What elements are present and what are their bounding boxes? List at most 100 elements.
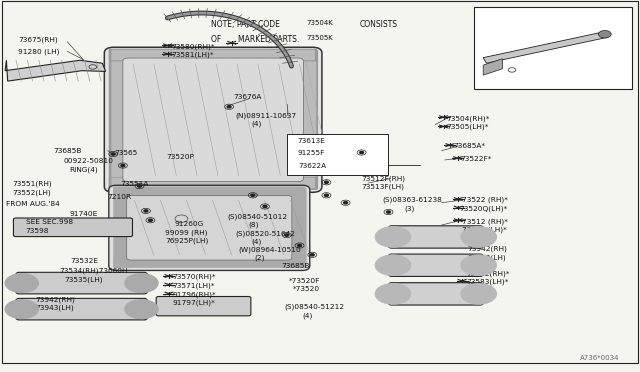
Text: 73532E: 73532E xyxy=(70,258,99,264)
Text: *73520: *73520 xyxy=(293,286,320,292)
FancyBboxPatch shape xyxy=(298,51,316,188)
Circle shape xyxy=(124,299,159,319)
Text: (3): (3) xyxy=(404,205,415,212)
Text: (S)08363-61238: (S)08363-61238 xyxy=(383,197,443,203)
FancyBboxPatch shape xyxy=(109,177,317,190)
Circle shape xyxy=(263,205,267,208)
Text: 73504K: 73504K xyxy=(306,20,333,26)
Text: 73522F*: 73522F* xyxy=(461,156,492,162)
Circle shape xyxy=(375,255,411,276)
Polygon shape xyxy=(483,32,608,63)
Circle shape xyxy=(461,255,497,276)
Text: 73685B: 73685B xyxy=(282,263,310,269)
FancyBboxPatch shape xyxy=(127,196,292,260)
Text: (W)08964-10510: (W)08964-10510 xyxy=(239,247,301,253)
Text: 73622A: 73622A xyxy=(299,163,327,169)
FancyBboxPatch shape xyxy=(123,58,303,182)
Text: 91255F: 91255F xyxy=(298,150,325,155)
Bar xyxy=(474,7,632,89)
Text: 73571(LH)*: 73571(LH)* xyxy=(173,282,215,289)
Text: 73513F(LH): 73513F(LH) xyxy=(362,183,404,190)
Text: 73534(RH)73660H: 73534(RH)73660H xyxy=(60,267,128,274)
Text: 73613E: 73613E xyxy=(298,138,325,144)
FancyBboxPatch shape xyxy=(109,185,310,270)
Text: (4): (4) xyxy=(303,312,313,319)
Text: (4): (4) xyxy=(251,120,261,127)
Text: 73520Q(LH)*: 73520Q(LH)* xyxy=(460,205,508,212)
Circle shape xyxy=(144,210,148,212)
Text: MARKED PARTS.: MARKED PARTS. xyxy=(238,35,300,44)
FancyBboxPatch shape xyxy=(104,47,322,192)
Text: (4): (4) xyxy=(252,238,262,245)
Circle shape xyxy=(251,194,255,196)
Text: FROM AUG.'84: FROM AUG.'84 xyxy=(6,201,60,207)
FancyBboxPatch shape xyxy=(388,254,483,276)
Text: 91740E: 91740E xyxy=(69,211,97,217)
Circle shape xyxy=(387,211,390,213)
Text: 73943(LH): 73943(LH) xyxy=(467,254,506,261)
Circle shape xyxy=(461,283,497,304)
Text: 91796(RH)*: 91796(RH)* xyxy=(173,291,216,298)
Text: *73520F: *73520F xyxy=(289,278,321,284)
Text: 73580(RH)*: 73580(RH)* xyxy=(172,43,215,50)
FancyBboxPatch shape xyxy=(288,188,307,268)
Text: 73552(LH): 73552(LH) xyxy=(13,189,52,196)
FancyBboxPatch shape xyxy=(109,49,317,61)
Circle shape xyxy=(298,244,301,247)
Text: 73535(LH): 73535(LH) xyxy=(64,276,102,283)
FancyBboxPatch shape xyxy=(156,296,251,316)
Text: RING(4): RING(4) xyxy=(69,166,98,173)
Text: 73512F(RH): 73512F(RH) xyxy=(362,175,406,182)
Text: 73942(RH): 73942(RH) xyxy=(35,296,75,303)
Text: (2): (2) xyxy=(255,255,265,262)
Text: 91260G: 91260G xyxy=(175,221,204,227)
Circle shape xyxy=(285,234,289,236)
FancyBboxPatch shape xyxy=(111,51,130,188)
Circle shape xyxy=(148,219,152,221)
Text: (S)08520-51642: (S)08520-51642 xyxy=(236,230,296,237)
Text: 99099 (RH): 99099 (RH) xyxy=(165,229,207,236)
Text: 73598: 73598 xyxy=(26,228,49,234)
Text: 91797(LH)*: 91797(LH)* xyxy=(173,300,216,307)
Text: 73551A: 73551A xyxy=(120,181,148,187)
Text: 73520P: 73520P xyxy=(166,154,195,160)
FancyBboxPatch shape xyxy=(113,188,132,268)
Text: 73581(LH)*: 73581(LH)* xyxy=(172,52,214,58)
Text: 73522 (RH)*: 73522 (RH)* xyxy=(462,197,508,203)
Text: 73570(RH)*: 73570(RH)* xyxy=(173,274,216,280)
Text: * 73512 (RH): * 73512 (RH) xyxy=(480,12,530,21)
Text: * 73513 (LH): * 73513 (LH) xyxy=(480,25,529,34)
Text: 91280 (LH): 91280 (LH) xyxy=(18,48,60,55)
Text: 73565: 73565 xyxy=(114,150,137,155)
Text: OF: OF xyxy=(211,35,224,44)
Text: 4S: 4S xyxy=(618,78,627,87)
Text: 76925P(LH): 76925P(LH) xyxy=(165,238,209,244)
Text: 00922-50810: 00922-50810 xyxy=(64,158,114,164)
Text: 73505K: 73505K xyxy=(306,35,333,41)
FancyBboxPatch shape xyxy=(13,218,132,237)
Text: (8): (8) xyxy=(248,222,259,228)
FancyBboxPatch shape xyxy=(16,298,147,320)
FancyBboxPatch shape xyxy=(296,50,318,190)
Circle shape xyxy=(111,153,115,155)
Circle shape xyxy=(138,185,141,187)
Circle shape xyxy=(598,31,611,38)
FancyBboxPatch shape xyxy=(113,186,305,197)
Circle shape xyxy=(461,227,497,247)
Circle shape xyxy=(375,283,411,304)
Circle shape xyxy=(4,299,39,319)
Circle shape xyxy=(121,164,125,167)
Circle shape xyxy=(375,227,411,247)
Text: 73513 (LH)*: 73513 (LH)* xyxy=(462,227,507,233)
Circle shape xyxy=(4,273,39,293)
Text: 73512 (RH)*: 73512 (RH)* xyxy=(462,218,508,225)
Text: 73505(LH)*: 73505(LH)* xyxy=(447,124,489,131)
Circle shape xyxy=(324,194,328,196)
FancyBboxPatch shape xyxy=(388,283,483,305)
Text: (S)08540-51212: (S)08540-51212 xyxy=(285,304,345,310)
Polygon shape xyxy=(5,60,106,81)
Text: 73943(LH): 73943(LH) xyxy=(35,305,74,311)
Text: CONSISTS: CONSISTS xyxy=(360,20,397,29)
FancyBboxPatch shape xyxy=(113,257,305,268)
Circle shape xyxy=(124,273,159,293)
